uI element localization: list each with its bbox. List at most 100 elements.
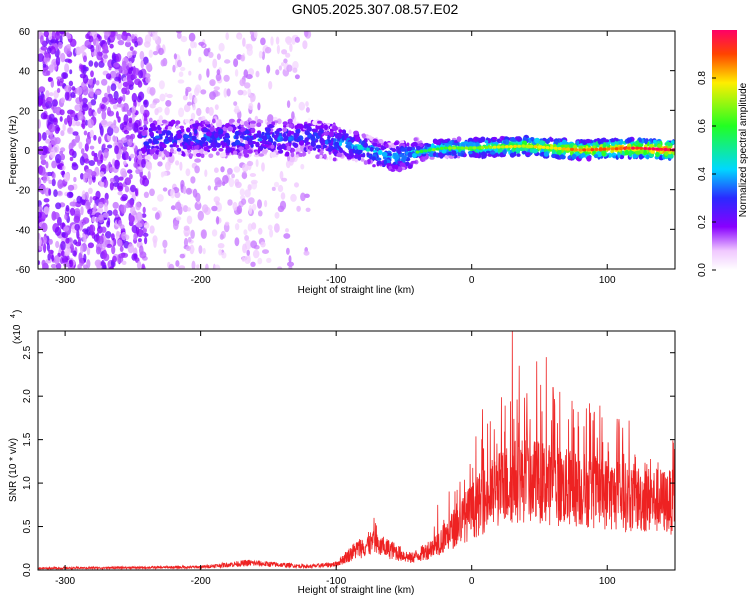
spectrogram-cell	[48, 113, 55, 122]
spectrogram-cell	[144, 236, 148, 245]
spectrogram-cell	[293, 132, 297, 139]
spectrogram-cell	[355, 136, 361, 142]
spectrogram-cell	[146, 145, 151, 149]
spectrogram-cell	[319, 151, 324, 154]
spectrogram-cell	[237, 218, 243, 223]
spectrogram-cell	[624, 149, 630, 156]
spectrogram-cell	[346, 141, 353, 146]
spectrogram-cell	[102, 249, 108, 259]
spectrogram-cell	[89, 145, 95, 150]
colorbar-tick-label: 0.0	[697, 263, 708, 277]
spectrogram-cell	[232, 201, 238, 211]
spectrogram-cell	[517, 144, 522, 148]
spectrogram-cell	[253, 31, 258, 39]
spectrogram-cell	[348, 129, 352, 135]
spectrogram-cell	[226, 88, 231, 97]
spectrogram-cell	[50, 136, 58, 146]
spectrogram-cell	[298, 152, 304, 157]
spectrogram-cell	[107, 37, 111, 46]
spectrogram-cell	[210, 141, 217, 148]
spectrogram-cell	[224, 132, 230, 139]
spectrogram-cell	[163, 248, 167, 254]
spectrogram-cell	[467, 141, 474, 148]
spectrogram-cell	[475, 142, 480, 148]
spectrogram-cell	[139, 50, 145, 60]
spectrogram-cell	[195, 152, 202, 157]
spectrogram-cell	[160, 171, 164, 178]
spectrogram-cell	[63, 262, 70, 268]
spectrogram-cell	[257, 257, 263, 265]
spectrogram-cell	[287, 261, 294, 267]
spectrogram-cell	[114, 159, 120, 170]
spectrogram-cell	[454, 142, 460, 146]
spectrogram-cell	[341, 135, 345, 141]
snr-y-tick-label: 1.0	[22, 476, 33, 490]
spectrogram-cell	[427, 148, 432, 152]
spectrogram-cell	[137, 158, 141, 165]
spectrogram-cell	[233, 58, 239, 68]
spectrogram-cell	[89, 224, 94, 234]
spectrogram-cell	[41, 259, 46, 267]
spectrogram-cell	[257, 132, 262, 138]
spectrogram-cell	[509, 145, 513, 149]
spectrogram-cell	[107, 106, 111, 116]
spectrogram-cell	[143, 120, 149, 125]
spectrogram-cell	[48, 77, 54, 82]
spectrogram-cell	[606, 147, 611, 151]
spectrogram-cell	[162, 239, 168, 249]
spectrogram-cell	[64, 213, 68, 220]
spectrogram-cell	[188, 131, 192, 138]
spectrogram-cell	[298, 101, 306, 111]
spectrogram-cell	[250, 240, 258, 249]
spectrogram-cell	[501, 136, 505, 141]
spectrogram-cell	[175, 201, 182, 211]
spectrogram-cell	[144, 127, 148, 131]
spectrogram-cell	[286, 64, 293, 72]
spectrogram-cell	[166, 93, 173, 99]
spectrogram-cell	[235, 181, 242, 188]
spectrogram-cell	[252, 249, 260, 259]
spectrogram-cell	[127, 169, 133, 174]
spectrogram-cell	[234, 223, 240, 231]
spectrogram-cell	[211, 205, 218, 212]
spectrogram-cell	[610, 142, 616, 147]
spectrogram-cell	[105, 164, 110, 172]
spectrogram-cell	[560, 144, 565, 148]
spectrogram-cell	[277, 266, 283, 269]
spectrogram-cell	[212, 58, 218, 69]
spectrogram-cell	[215, 201, 220, 206]
spectrogram-cell	[327, 147, 333, 152]
spectrogram-cell	[139, 245, 144, 256]
spectrogram-cell	[190, 141, 194, 146]
spectrogram-cell	[190, 40, 196, 49]
spectrogram-cell	[303, 123, 308, 129]
spectrogram-cell	[129, 46, 134, 51]
spectrogram-cell	[559, 154, 565, 160]
spectrogram-cell	[192, 188, 198, 198]
spectrogram-cell	[218, 249, 223, 256]
spectrogram-cell	[64, 246, 71, 255]
spectrogram-cell	[40, 112, 48, 120]
spectrogram-cell	[185, 245, 191, 251]
spectrogram-cell	[48, 142, 52, 153]
spectrogram-cell	[215, 73, 222, 82]
spectrogram-cell	[295, 128, 301, 134]
spectrogram-cell	[60, 240, 66, 251]
spectrogram-cell	[585, 138, 592, 144]
spectrogram-cell	[644, 138, 648, 145]
spectrogram-cell	[258, 210, 263, 217]
spectrogram-cell	[117, 139, 124, 147]
spectrogram-cell	[140, 147, 147, 152]
spectrogram-cell	[312, 128, 318, 133]
spectrogram-cell	[158, 80, 165, 90]
spectrogram-cell	[152, 153, 159, 160]
spectrogram-cell	[130, 133, 136, 140]
spectrogram-cell	[112, 255, 117, 263]
spectrogram-x-tick-label: -300	[55, 275, 75, 286]
spectrogram-cell	[101, 96, 108, 103]
spectrogram-cell	[277, 184, 284, 193]
spectrogram-cell	[121, 231, 127, 241]
spectrogram-cell	[204, 169, 208, 177]
spectrogram-cell	[272, 141, 277, 147]
spectrogram-cell	[178, 265, 186, 269]
